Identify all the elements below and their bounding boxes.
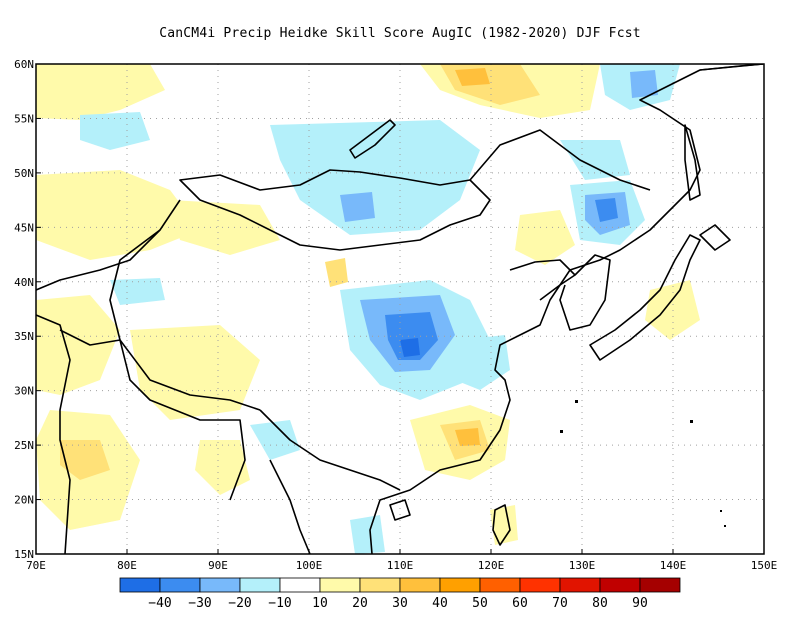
shade-negative-10-20 xyxy=(455,335,510,390)
tick-label-latitude: 35N xyxy=(14,330,34,343)
colorbar-label: −30 xyxy=(188,596,211,611)
tick-label-latitude: 15N xyxy=(14,548,34,561)
border-china-south xyxy=(259,409,401,491)
coastline-korea xyxy=(559,254,611,331)
colorbar-swatch xyxy=(239,577,281,593)
tick-label-longitude: 120E xyxy=(478,559,505,572)
coastline-bohai xyxy=(509,259,576,301)
colorbar-label: 20 xyxy=(352,596,368,611)
shade-positive-30-40 xyxy=(455,428,480,446)
latitude-labels: 15N 20N 25N 30N 35N 40N 45N 50N 55N 60N xyxy=(14,58,41,561)
colorbar-swatch xyxy=(479,577,521,593)
colorbar-label: −40 xyxy=(148,596,171,611)
colorbar-label: 60 xyxy=(512,596,528,611)
colorbar-swatch xyxy=(639,577,681,593)
border-china-russia-north xyxy=(469,129,651,191)
shade-negative-30-40 xyxy=(595,198,618,222)
colorbar-label: 50 xyxy=(472,596,488,611)
tick-label-longitude: 110E xyxy=(387,559,414,572)
colorbar-label: 10 xyxy=(312,596,328,611)
colorbar-swatch xyxy=(119,577,161,593)
shade-positive-10-20 xyxy=(36,64,165,120)
tick-label-latitude: 30N xyxy=(14,385,34,398)
border-china-mongolia xyxy=(179,169,491,251)
shade-positive-10-20 xyxy=(36,295,120,395)
shade-negative-10-20 xyxy=(350,515,385,554)
tick-label-longitude: 80E xyxy=(117,559,137,572)
colorbar-label: −10 xyxy=(268,596,291,611)
gridlines xyxy=(36,64,764,554)
coastline-sakhalin xyxy=(684,124,701,201)
shade-positive-30-40 xyxy=(455,68,490,86)
shade-negative-40 xyxy=(400,338,420,357)
shade-positive-10-20 xyxy=(515,210,575,265)
shade-negative-10-20 xyxy=(270,120,480,235)
tick-label-longitude: 150E xyxy=(751,559,778,572)
colorbar-swatch xyxy=(199,577,241,593)
coastline-taiwan xyxy=(492,504,511,546)
colorbar-label: 80 xyxy=(592,596,608,611)
tick-label-longitude: 130E xyxy=(569,559,596,572)
shade-negative-30-40 xyxy=(385,312,438,360)
colorbar-swatch xyxy=(359,577,401,593)
skill-shading xyxy=(36,64,700,554)
tick-label-longitude: 90E xyxy=(208,559,228,572)
shade-negative-10-20 xyxy=(110,278,165,305)
tick-label-longitude: 100E xyxy=(296,559,323,572)
tick-label-longitude: 140E xyxy=(660,559,687,572)
coastline-hokkaido xyxy=(699,224,731,251)
coastline-east-asia xyxy=(369,64,764,554)
shade-positive-20-30 xyxy=(325,258,348,287)
colorbar-label: −20 xyxy=(228,596,251,611)
lake-baikal xyxy=(349,119,396,159)
colorbar-label: 40 xyxy=(432,596,448,611)
map-title: CanCM4i Precip Heidke Skill Score AugIC … xyxy=(159,26,641,41)
tick-label-latitude: 25N xyxy=(14,439,34,452)
colorbar: −40 −30 −20 −10 10 20 30 40 50 60 70 80 90 xyxy=(119,577,681,611)
colorbar-label: 30 xyxy=(392,596,408,611)
shade-negative-10-20 xyxy=(80,112,150,150)
colorbar-swatch xyxy=(399,577,441,593)
colorbar-swatch xyxy=(599,577,641,593)
tick-label-latitude: 55N xyxy=(14,112,34,125)
shade-negative-20-30 xyxy=(630,70,658,98)
border-southeast-asia xyxy=(269,459,311,554)
shade-positive-10-20 xyxy=(36,170,200,260)
shade-positive-20-30 xyxy=(60,440,110,480)
coastline-japan xyxy=(589,234,701,361)
tick-label-latitude: 40N xyxy=(14,276,34,289)
colorbar-swatch xyxy=(559,577,601,593)
tick-label-latitude: 20N xyxy=(14,494,34,507)
map-area xyxy=(36,64,764,554)
tick-label-latitude: 45N xyxy=(14,221,34,234)
shade-positive-10-20 xyxy=(490,505,518,545)
colorbar-swatch xyxy=(439,577,481,593)
colorbar-label: 70 xyxy=(552,596,568,611)
shade-positive-10-20 xyxy=(170,200,280,255)
border-india xyxy=(59,329,246,501)
shade-negative-20-30 xyxy=(340,192,375,222)
longitude-labels: 70E 80E 90E 100E 110E 120E 130E 140E 150E xyxy=(26,549,777,572)
shade-positive-10-20 xyxy=(130,325,260,420)
border-kazakhstan xyxy=(36,229,161,291)
coastline-west xyxy=(36,314,71,554)
colorbar-swatch xyxy=(159,577,201,593)
colorbar-swatch xyxy=(319,577,361,593)
islands xyxy=(560,400,726,527)
colorbar-label: 90 xyxy=(632,596,648,611)
shade-negative-10-20 xyxy=(250,420,300,460)
shade-negative-10-20 xyxy=(560,140,630,180)
colorbar-swatch xyxy=(519,577,561,593)
colorbar-swatch xyxy=(279,577,321,593)
tick-label-latitude: 60N xyxy=(14,58,34,71)
tick-label-longitude: 70E xyxy=(26,559,46,572)
coastline-hainan xyxy=(389,499,411,521)
tick-label-latitude: 50N xyxy=(14,167,34,180)
